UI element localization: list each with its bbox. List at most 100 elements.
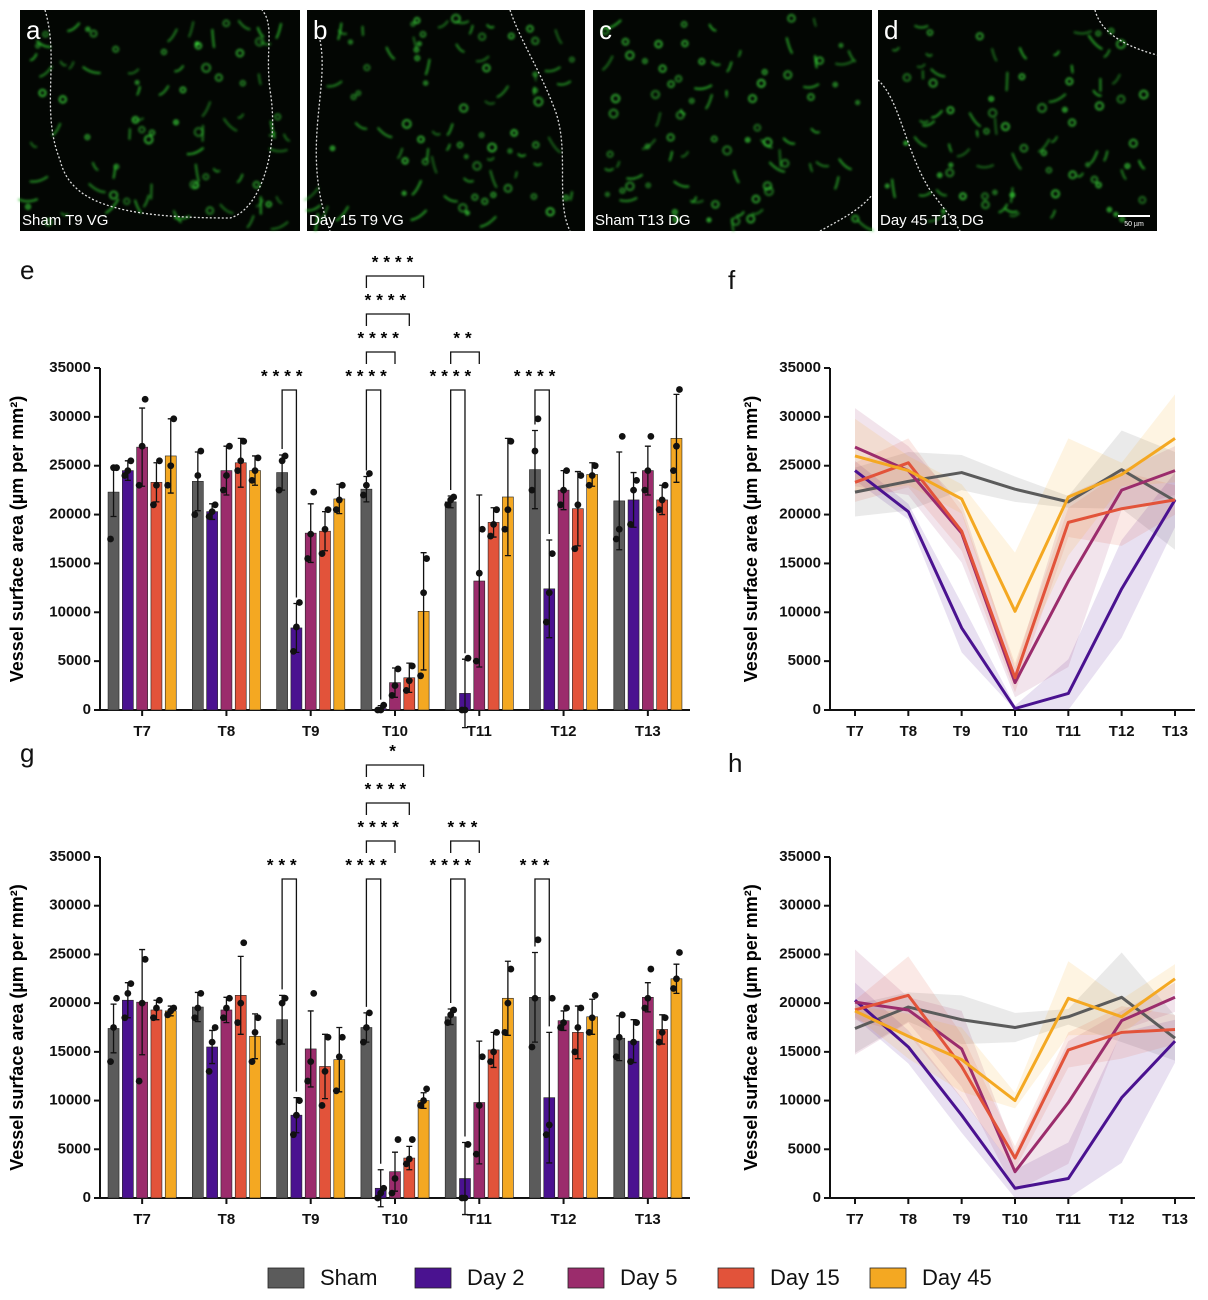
vessel (396, 147, 404, 160)
x-tick-label: T12 (1109, 723, 1135, 740)
bar (206, 511, 218, 711)
vessel (1018, 47, 1028, 60)
bar (656, 499, 668, 711)
vessel (258, 40, 272, 46)
data-point (420, 589, 427, 597)
vessel (711, 200, 720, 209)
vessel (194, 41, 200, 47)
vessel (468, 24, 474, 35)
vessel (547, 136, 562, 154)
vessel (1116, 94, 1126, 104)
vessel (655, 112, 662, 127)
error-bar (307, 1010, 314, 1088)
data-point (661, 1014, 669, 1022)
bar (249, 470, 261, 711)
data-point (464, 1141, 472, 1148)
vessel (459, 103, 469, 113)
vessel (1103, 48, 1111, 58)
vessel (941, 208, 946, 214)
data-point (324, 506, 332, 514)
vessel (38, 88, 47, 97)
vessel (455, 20, 470, 25)
bar (360, 1027, 373, 1199)
vessel (902, 73, 912, 82)
bar (107, 491, 120, 711)
data-point (630, 1038, 637, 1046)
vessel (681, 39, 689, 48)
vessel (363, 64, 371, 71)
vessel (144, 134, 154, 145)
data-point (208, 508, 216, 516)
vessel (401, 190, 407, 196)
vessel (619, 187, 626, 194)
x-tick-label: T13 (635, 1211, 661, 1228)
data-point (542, 618, 550, 626)
vessel (698, 58, 706, 65)
bar (656, 1029, 668, 1199)
tissue-border (819, 194, 873, 232)
legend: Sham Day 2 Day 5 Day 15 Day 45 (267, 1265, 992, 1290)
vessel (39, 65, 53, 78)
vessel (376, 126, 393, 139)
vessel (931, 109, 944, 119)
vessel (782, 137, 796, 145)
bar (670, 978, 683, 1199)
data-point (153, 1004, 160, 1012)
vessel (748, 94, 757, 103)
legend-swatch (717, 1267, 755, 1289)
micrograph-background (307, 10, 585, 231)
significance-bracket (365, 351, 396, 364)
data-point (281, 994, 289, 1002)
data-point (563, 467, 570, 474)
vessel (666, 133, 675, 142)
vessel (680, 150, 690, 158)
data-point (420, 1097, 427, 1104)
vessel (1119, 216, 1125, 222)
y-tick-label: 15000 (779, 1043, 821, 1060)
data-point (444, 501, 452, 509)
data-point (478, 525, 486, 533)
line (854, 437, 1176, 613)
data-point (548, 550, 556, 558)
vessel (847, 50, 857, 63)
vessel (59, 60, 67, 67)
data-point (304, 555, 312, 562)
vessel (193, 127, 204, 137)
x-tick-label: T10 (382, 1211, 408, 1228)
data-point (234, 1019, 242, 1027)
bar (150, 1009, 163, 1199)
vessel (257, 73, 262, 86)
legend-swatch (267, 1267, 305, 1289)
vessel (730, 218, 735, 232)
data-point (444, 1019, 452, 1027)
vessel (918, 190, 933, 197)
legend-swatch (869, 1267, 907, 1289)
vessel (1120, 169, 1127, 181)
vessel (1090, 175, 1099, 184)
data-point (618, 433, 626, 440)
vessel (556, 80, 572, 86)
error-bar (546, 1031, 553, 1164)
vessel (35, 43, 41, 49)
data-point (366, 1009, 373, 1017)
vessel (708, 23, 717, 32)
vessel (212, 167, 221, 173)
vessel (148, 129, 156, 136)
bar (276, 1019, 288, 1199)
vessel (975, 32, 984, 41)
micrograph-background (878, 10, 1157, 231)
legend-label: Day 15 (770, 1265, 840, 1290)
vessel (1005, 71, 1009, 92)
vessel (530, 193, 538, 200)
data-point (391, 682, 399, 689)
vessel (608, 108, 619, 119)
vessel (487, 142, 497, 153)
vessel (275, 195, 283, 205)
vessel (981, 192, 989, 201)
data-point (574, 501, 582, 509)
vessel (737, 50, 742, 58)
vessel (680, 21, 688, 28)
vessel (533, 162, 543, 167)
vessel (1070, 64, 1074, 74)
data-point (487, 532, 494, 540)
